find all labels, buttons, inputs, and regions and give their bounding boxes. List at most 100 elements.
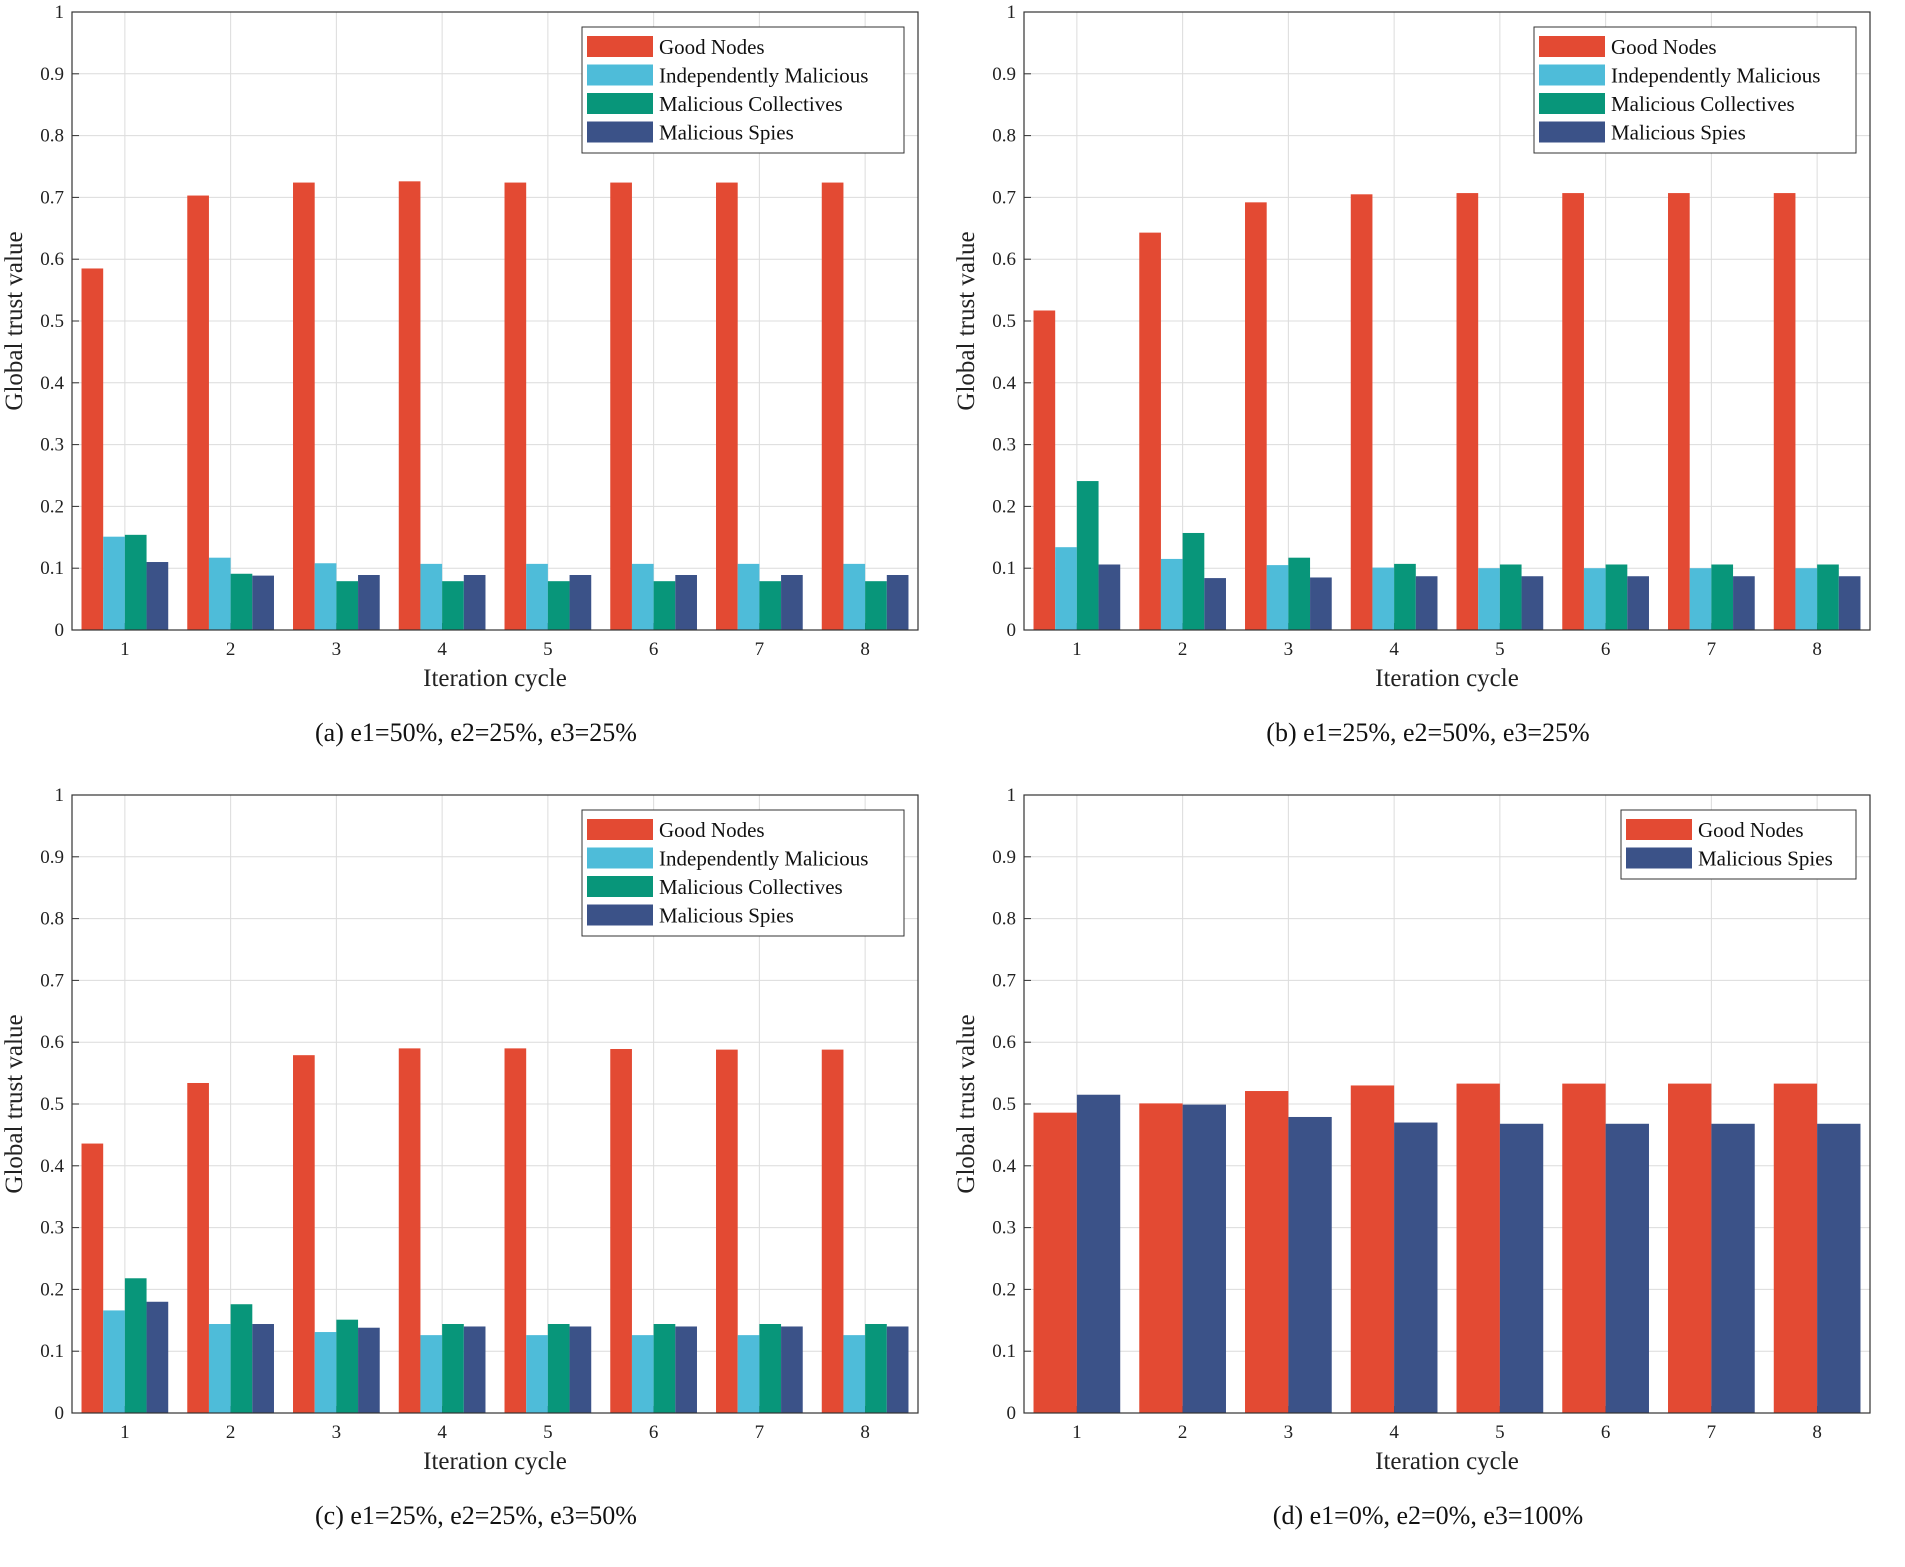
plot-frame bbox=[71, 11, 919, 631]
bar-spies bbox=[1605, 1123, 1649, 1413]
bar-independent bbox=[1478, 568, 1500, 630]
legend-label: Malicious Collectives bbox=[659, 92, 843, 116]
bar-good bbox=[81, 268, 104, 630]
legend: Good Nodes Independently Malicious Malicio… bbox=[581, 809, 905, 937]
bar-spies bbox=[1838, 576, 1861, 630]
bar-good bbox=[1668, 193, 1690, 630]
bar-spies bbox=[569, 1326, 592, 1413]
bar-collective bbox=[336, 581, 359, 630]
bar-collective bbox=[124, 534, 147, 630]
bar-spies bbox=[463, 1326, 486, 1413]
y-tick-label: 0.3 bbox=[992, 1218, 1016, 1239]
x-tick-label: 1 bbox=[120, 639, 130, 660]
x-tick-label: 4 bbox=[437, 1422, 447, 1443]
bar-spies bbox=[252, 1324, 274, 1413]
legend-swatch-good bbox=[1626, 819, 1692, 840]
x-tick-label: 5 bbox=[543, 1422, 553, 1443]
y-axis-title: Global trust value bbox=[1, 231, 28, 410]
bar-collective bbox=[547, 1324, 570, 1413]
x-tick-label: 5 bbox=[1495, 639, 1505, 660]
bar-good bbox=[1562, 1083, 1606, 1413]
bar-good bbox=[1773, 1083, 1818, 1413]
panel-a: 0 0.1 0.2 0.3 0.4 0.5 0.6 0.7 0.8 0.9 1 1 2 3 4 5 6 7 8 Ite… bbox=[0, 0, 952, 783]
bar-independent bbox=[1689, 568, 1712, 630]
bar-collective bbox=[442, 581, 464, 630]
bar-collective bbox=[865, 581, 887, 630]
bar-collective bbox=[124, 1278, 147, 1413]
x-tick-label: 5 bbox=[543, 639, 553, 660]
bar-independent bbox=[1583, 568, 1606, 630]
y-tick-label: 0.5 bbox=[40, 1094, 64, 1115]
bar-spies bbox=[1733, 576, 1755, 630]
x-axis-title: Iteration cycle bbox=[423, 665, 567, 692]
bar-collective bbox=[653, 581, 676, 630]
bar-independent bbox=[314, 1332, 337, 1413]
bar-spies bbox=[252, 575, 274, 630]
y-tick-label: 0.7 bbox=[992, 970, 1016, 991]
bar-independent bbox=[631, 1335, 654, 1413]
chart-b: 0 0.1 0.2 0.3 0.4 0.5 0.6 0.7 0.8 0.9 1 1 2 3 4 5 6 7 8 Ite… bbox=[953, 2, 1871, 692]
bar-independent bbox=[631, 563, 654, 630]
x-tick-label: 5 bbox=[1495, 1422, 1505, 1443]
y-tick-label: 0.9 bbox=[40, 64, 64, 85]
bar-good bbox=[716, 1049, 738, 1413]
legend-label: Malicious Spies bbox=[659, 904, 794, 928]
y-tick-label: 0.1 bbox=[992, 558, 1016, 579]
bar-collective bbox=[336, 1319, 359, 1413]
bar-independent bbox=[737, 563, 760, 630]
legend: Good Nodes Independently Malicious Malicio… bbox=[581, 26, 905, 154]
y-tick-label: 0.3 bbox=[992, 435, 1016, 456]
legend-swatch-independent bbox=[1539, 64, 1605, 86]
x-tick-label: 3 bbox=[332, 639, 342, 660]
x-tick-label: 7 bbox=[1707, 639, 1717, 660]
legend-swatch-good bbox=[587, 819, 653, 840]
bar-collective bbox=[759, 581, 782, 630]
x-tick-label: 8 bbox=[860, 1422, 870, 1443]
bar-good bbox=[1139, 232, 1161, 630]
bar-independent bbox=[103, 1310, 125, 1413]
y-tick-label: 0.7 bbox=[40, 187, 64, 208]
x-tick-label: 8 bbox=[1812, 1422, 1822, 1443]
y-axis-title: Global trust value bbox=[953, 1014, 980, 1193]
y-tick-label: 0.9 bbox=[40, 847, 64, 868]
bar-collective bbox=[759, 1324, 782, 1413]
y-tick-label: 0.3 bbox=[40, 435, 64, 456]
bar-spies bbox=[1711, 1123, 1755, 1413]
bar-collective bbox=[230, 1304, 253, 1413]
y-tick-label: 0.2 bbox=[992, 496, 1016, 517]
x-tick-label: 6 bbox=[649, 1422, 659, 1443]
bar-independent bbox=[208, 557, 231, 630]
bar-collective bbox=[865, 1324, 887, 1413]
x-tick-label: 7 bbox=[755, 639, 765, 660]
bar-spies bbox=[1499, 1123, 1544, 1413]
bar-spies bbox=[1415, 576, 1438, 630]
x-tick-label: 2 bbox=[226, 1422, 236, 1443]
y-tick-label: 0 bbox=[1007, 1403, 1017, 1424]
legend-label: Independently Malicious bbox=[659, 847, 868, 871]
bar-spies bbox=[1288, 1116, 1332, 1413]
y-tick-label: 0.6 bbox=[40, 1032, 64, 1053]
y-tick-label: 0.9 bbox=[992, 64, 1016, 85]
bar-good bbox=[610, 182, 632, 630]
plot-frame bbox=[71, 794, 919, 1414]
x-tick-label: 1 bbox=[1072, 639, 1082, 660]
y-tick-label: 0.8 bbox=[40, 126, 64, 147]
bar-good bbox=[1456, 193, 1479, 630]
y-tick-label: 1 bbox=[1007, 785, 1017, 806]
bar-spies bbox=[781, 574, 803, 630]
bar-good bbox=[1562, 193, 1584, 630]
bar-good bbox=[187, 195, 209, 630]
legend-swatch-collective bbox=[1539, 93, 1605, 114]
plot-frame bbox=[1023, 11, 1871, 631]
y-tick-label: 0.8 bbox=[992, 909, 1016, 930]
legend-label: Good Nodes bbox=[1611, 35, 1717, 59]
legend-label: Independently Malicious bbox=[1611, 64, 1820, 88]
bar-good bbox=[716, 182, 738, 630]
bar-good bbox=[1773, 193, 1796, 630]
y-tick-label: 0.1 bbox=[992, 1341, 1016, 1362]
legend-label: Malicious Collectives bbox=[659, 875, 843, 899]
bar-good bbox=[821, 182, 844, 630]
y-tick-label: 0 bbox=[1007, 620, 1017, 641]
bar-collective bbox=[1711, 564, 1734, 630]
legend-swatch-independent bbox=[587, 64, 653, 86]
